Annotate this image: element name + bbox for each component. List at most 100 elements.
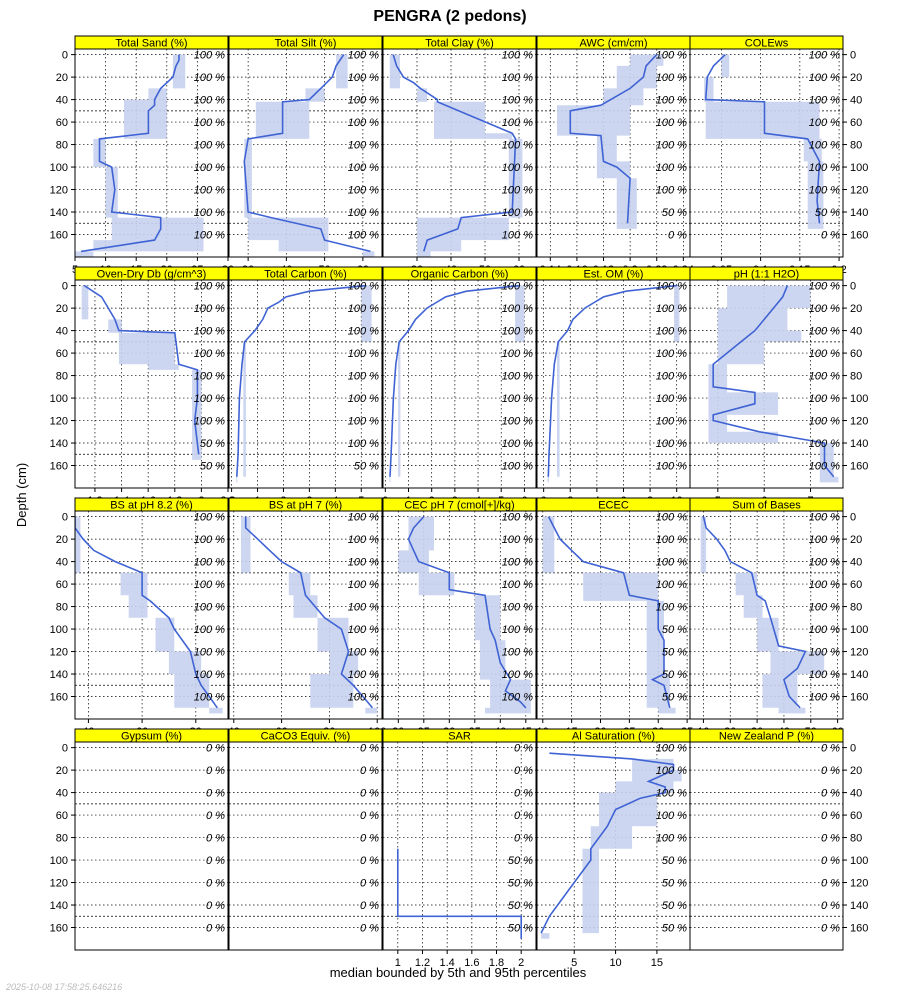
data-coverage-label: 100 % — [656, 393, 687, 405]
data-coverage-label: 100 % — [809, 557, 840, 569]
panel-19: Al Saturation (%)100 %100 %100 %100 %100… — [536, 728, 691, 969]
percentile-band — [241, 516, 378, 714]
y-tick-label: 0 — [62, 281, 68, 293]
data-coverage-label: 100 % — [656, 95, 687, 107]
data-coverage-label: 0 % — [360, 878, 379, 890]
y-tick-label: 100 — [850, 855, 868, 867]
panel-border — [74, 279, 229, 489]
y-tick-label: 120 — [850, 416, 868, 428]
panel-strip-label: Est. OM (%) — [584, 269, 644, 281]
median-line — [540, 752, 675, 934]
y-tick-label: 40 — [56, 326, 68, 338]
panel-border — [228, 279, 383, 489]
panel-8: Organic Carbon (%)100 %100 %100 %100 %10… — [382, 266, 537, 507]
data-coverage-label: 100 % — [348, 140, 379, 152]
y-tick-label: 60 — [850, 579, 862, 591]
data-coverage-label: 0 % — [821, 878, 840, 890]
panel-border — [74, 510, 229, 720]
data-coverage-label: 100 % — [809, 117, 840, 129]
data-coverage-label: 0 % — [514, 833, 533, 845]
panel-plot-area: 100 % 100 % 100 % 100 % 100 % 100 % 100 % 100 %… — [690, 280, 843, 488]
y-tick-label: 0 — [850, 281, 856, 293]
data-coverage-label: 100 % — [194, 230, 225, 242]
percentile-band — [557, 54, 664, 229]
data-coverage-label: 0 % — [206, 900, 225, 912]
data-coverage-label: 100 % — [194, 162, 225, 174]
median-line — [704, 54, 821, 224]
y-tick-label: 40 — [56, 788, 68, 800]
panel-strip-label: New Zealand P (%) — [719, 731, 814, 743]
panel-strip-label: Organic Carbon (%) — [411, 269, 509, 281]
y-tick-label: 80 — [850, 140, 862, 152]
y-tick-label: 0 — [62, 512, 68, 524]
data-coverage-label: 100 % — [502, 95, 533, 107]
data-coverage-label: 100 % — [194, 348, 225, 360]
data-coverage-label: 100 % — [656, 162, 687, 174]
y-tick-label: 60 — [850, 810, 862, 822]
panel-14: ECEC 100 % 100 % 100 % 100 % 100 % 50 % 50 % 50 … — [536, 497, 693, 738]
data-coverage-label: 100 % — [809, 461, 840, 473]
panel-strip-label: Total Clay (%) — [425, 38, 493, 50]
data-coverage-label: 50 % — [662, 669, 687, 681]
panel-16: Gypsum (%) 0 % 0 % 0 % 0 % 0 % 0 % 0 % 0 % 0 % 0 20… — [50, 728, 229, 951]
data-coverage-label: 100 % — [194, 669, 225, 681]
data-coverage-label: 100 % — [656, 348, 687, 360]
data-coverage-label: 100 % — [502, 579, 533, 591]
panel-1: Total Sand (%)100 %100 %100 %100 %100 %1… — [50, 35, 234, 276]
data-coverage-label: 100 % — [194, 512, 225, 524]
y-tick-label: 20 — [850, 72, 862, 84]
data-coverage-label: 100 % — [194, 207, 225, 219]
data-coverage-label: 100 % — [348, 416, 379, 428]
data-coverage-label: 100 % — [348, 162, 379, 174]
data-coverage-label: 100 % — [809, 692, 840, 704]
percentile-band — [398, 516, 531, 714]
panel-plot-area: 100 % 100 % 100 % 100 % 100 % 100 % 100 % 100 %… — [690, 511, 843, 719]
data-coverage-label: 100 % — [502, 326, 533, 338]
data-coverage-label: 100 % — [502, 624, 533, 636]
panel-plot-area: 100 % 100 % 100 % 100 % 100 % 100 % 100 % 100 %… — [383, 511, 536, 719]
panel-strip-label: ECEC — [598, 500, 629, 512]
percentile-band — [81, 285, 202, 460]
median-line — [407, 516, 527, 709]
data-coverage-label: 100 % — [194, 557, 225, 569]
data-coverage-label: 100 % — [348, 692, 379, 704]
data-coverage-label: 100 % — [348, 326, 379, 338]
y-tick-label: 140 — [50, 438, 68, 450]
data-coverage-label: 100 % — [194, 50, 225, 62]
data-coverage-label: 100 % — [502, 140, 533, 152]
panel-plot-area: 0 % 0 % 0 % 0 % 0 % 0 % 0 % 0 % 0 % — [690, 743, 843, 935]
data-coverage-label: 100 % — [348, 557, 379, 569]
x-tick-label: 5 — [571, 957, 577, 969]
x-tick-label: 1.6 — [464, 957, 479, 969]
data-coverage-label: 100 % — [809, 579, 840, 591]
panel-12: BS at pH 7 (%)100 %100 %100 %100 %100 %1… — [228, 497, 386, 738]
data-coverage-label: 100 % — [656, 303, 687, 315]
data-coverage-label: 100 % — [348, 534, 379, 546]
data-coverage-label: 100 % — [194, 579, 225, 591]
data-coverage-label: 0 % — [360, 833, 379, 845]
data-coverage-label: 0 % — [821, 788, 840, 800]
data-coverage-label: 100 % — [656, 557, 687, 569]
panel-strip-label: pH (1:1 H2O) — [734, 269, 799, 281]
y-tick-label: 20 — [56, 72, 68, 84]
y-tick-label: 60 — [850, 348, 862, 360]
data-coverage-label: 100 % — [194, 117, 225, 129]
y-tick-label: 40 — [850, 95, 862, 107]
data-coverage-label: 0 % — [514, 765, 533, 777]
data-coverage-label: 50 % — [815, 207, 840, 219]
data-coverage-label: 100 % — [348, 95, 379, 107]
x-tick-label: 1.2 — [415, 957, 430, 969]
data-coverage-label: 100 % — [502, 602, 533, 614]
y-tick-label: 20 — [850, 534, 862, 546]
panel-strip-label: Oven-Dry Db (g/cm^3) — [97, 269, 207, 281]
y-tick-label: 160 — [50, 230, 68, 242]
x-tick-label: 1.8 — [489, 957, 504, 969]
y-tick-label: 0 — [62, 50, 68, 62]
data-coverage-label: 100 % — [502, 438, 533, 450]
data-coverage-label: 100 % — [348, 602, 379, 614]
median-line — [75, 516, 218, 709]
data-coverage-label: 100 % — [656, 140, 687, 152]
data-coverage-label: 100 % — [656, 810, 687, 822]
y-tick-label: 80 — [56, 833, 68, 845]
